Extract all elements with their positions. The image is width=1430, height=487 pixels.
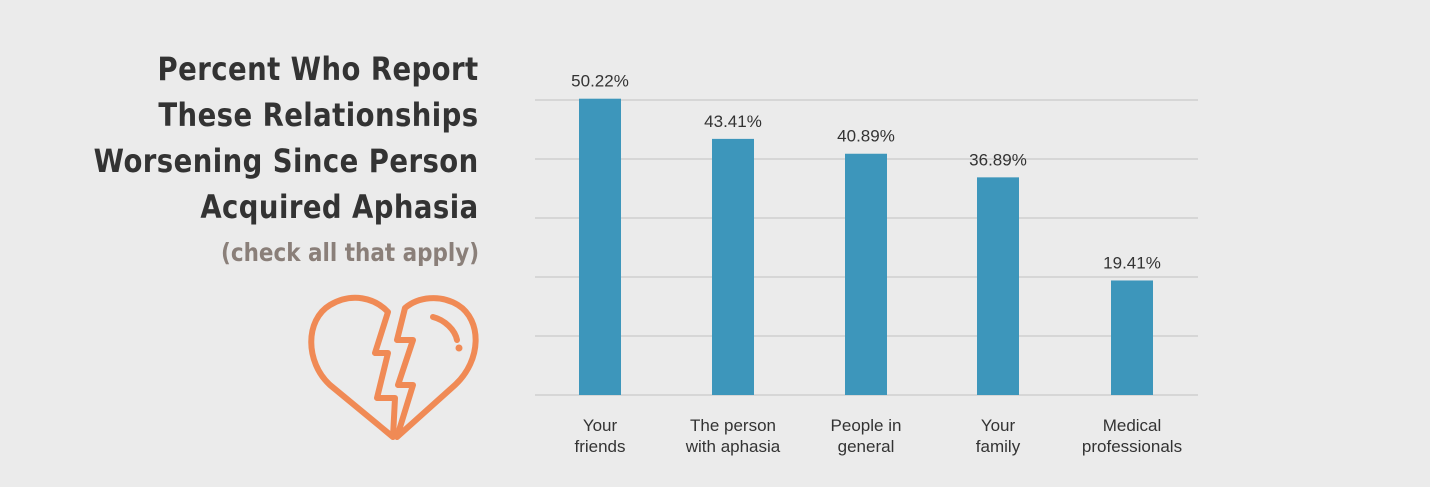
x-tick-label: Your <box>981 416 1016 435</box>
bar <box>977 177 1019 395</box>
chart-title: Percent Who Report These Relationships W… <box>94 46 479 230</box>
x-tick-label: friends <box>574 437 625 456</box>
title-line: Percent Who Report <box>157 50 479 88</box>
chart-subtitle: (check all that apply) <box>220 238 479 267</box>
title-line: These Relationships <box>158 96 479 134</box>
x-tick-label: professionals <box>1082 437 1182 456</box>
x-tick-label: People in <box>831 416 902 435</box>
x-tick-label: general <box>838 437 895 456</box>
data-label: 36.89% <box>969 150 1027 169</box>
bar <box>579 98 621 396</box>
data-label: 43.41% <box>704 112 762 131</box>
bar <box>712 138 754 396</box>
title-line: Worsening Since Person <box>94 142 479 180</box>
x-tick-label: The person <box>690 416 776 435</box>
title-line: Acquired Aphasia <box>200 188 479 226</box>
bar <box>1111 280 1153 395</box>
data-label: 19.41% <box>1103 253 1161 272</box>
x-tick-label: Your <box>583 416 618 435</box>
x-tick-label: family <box>976 437 1021 456</box>
bar <box>845 153 887 395</box>
x-tick-label: with aphasia <box>685 437 781 456</box>
x-tick-label: Medical <box>1103 416 1162 435</box>
data-label: 40.89% <box>837 127 895 146</box>
data-label: 50.22% <box>571 72 629 91</box>
broken-heart-icon <box>308 294 479 440</box>
